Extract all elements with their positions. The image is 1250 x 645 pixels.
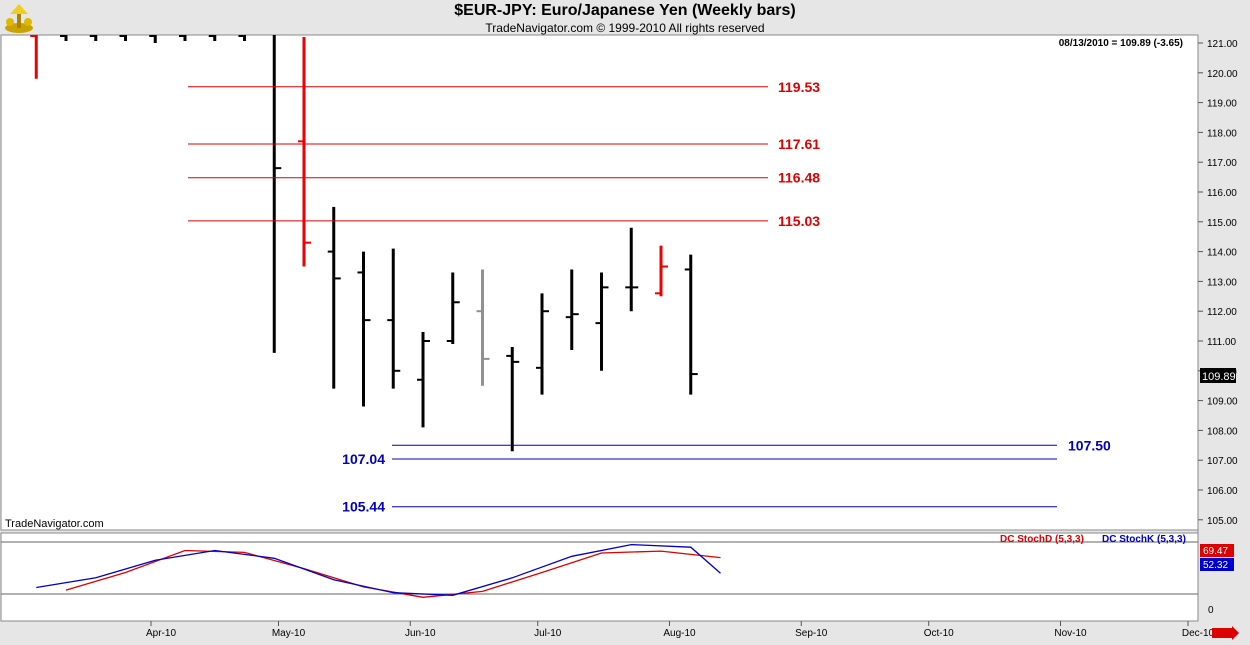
price-axis-label: 106.00 [1207, 486, 1238, 497]
price-axis-label: 121.00 [1207, 39, 1238, 50]
date-axis-label: Nov-10 [1054, 628, 1087, 639]
level-label: 107.50 [1068, 437, 1111, 453]
scroll-right-arrow-icon[interactable] [1210, 626, 1240, 640]
price-axis-label: 107.00 [1207, 456, 1238, 467]
date-axis-label: Dec-10 [1182, 628, 1215, 639]
price-axis-label: 109.00 [1207, 397, 1238, 408]
legend-stoch-d: DC StochD (5,3,3) [1000, 534, 1084, 545]
date-axis: Apr-10 May-10 Jun-10 Jul-10 Aug-10 Sep-10 Oct-… [146, 621, 1215, 639]
price-axis-label: 116.00 [1207, 188, 1237, 199]
stochastic-lines [1, 541, 1198, 598]
price-axis-label: 120.00 [1207, 69, 1238, 80]
date-axis-label: Jul-10 [534, 628, 562, 639]
date-axis-label: Jun-10 [405, 628, 436, 639]
price-axis-label: 114.00 [1207, 248, 1237, 259]
stoch-axis-zero: 0 [1208, 605, 1214, 616]
stoch-d-tag: 69.47 [1203, 546, 1228, 557]
price-bars [30, 35, 698, 452]
price-panel [0, 34, 1199, 531]
price-axis-label: 119.00 [1207, 99, 1237, 110]
price-axis-label: 117.00 [1207, 158, 1237, 169]
level-label: 116.48 [778, 170, 820, 186]
price-axis: 121.00 120.00 119.00 118.00 117.00 116.00 115.… [1198, 39, 1238, 527]
price-axis-label: 111.00 [1207, 337, 1237, 348]
copyright-text: TradeNavigator.com © 1999-2010 All right… [485, 21, 765, 35]
level-label: 107.04 [342, 451, 385, 467]
legend-stoch-k: DC StochK (5,3,3) [1102, 534, 1186, 545]
price-axis-label: 108.00 [1207, 426, 1238, 437]
level-label: 119.53 [778, 79, 820, 95]
stochastic-panel [0, 532, 1199, 622]
stoch-k-tag-bg [1200, 558, 1234, 571]
date-axis-label: Apr-10 [146, 628, 176, 639]
date-axis-label: Sep-10 [795, 628, 828, 639]
date-axis-label: Oct-10 [924, 628, 954, 639]
stoch-k-tag: 52.32 [1203, 560, 1228, 571]
price-axis-label: 115.00 [1207, 218, 1237, 229]
price-axis-label: 113.00 [1207, 277, 1237, 288]
price-axis-label: 112.00 [1207, 307, 1237, 318]
price-axis-label: 105.00 [1207, 516, 1238, 527]
watermark: TradeNavigator.com [5, 518, 104, 530]
level-lines: 119.53 117.61 116.48 115.03 107.50 107.04 105.… [188, 79, 1111, 515]
last-bar-info: 08/13/2010 = 109.89 (-3.65) [1059, 38, 1183, 49]
date-axis-label: May-10 [272, 628, 306, 639]
price-axis-label: 118.00 [1207, 128, 1237, 139]
stoch-k-line [36, 543, 721, 596]
stoch-d-tag-bg [1200, 544, 1234, 557]
date-axis-label: Aug-10 [663, 628, 696, 639]
trade-navigator-logo [2, 2, 36, 36]
last-price-tag-bg [1200, 368, 1236, 383]
last-price-tag: 109.89 [1202, 371, 1236, 383]
level-label: 115.03 [778, 213, 820, 229]
level-label: 105.44 [342, 499, 385, 515]
level-label: 117.61 [778, 136, 820, 152]
chart-title: $EUR-JPY: Euro/Japanese Yen (Weekly bars… [454, 2, 796, 19]
